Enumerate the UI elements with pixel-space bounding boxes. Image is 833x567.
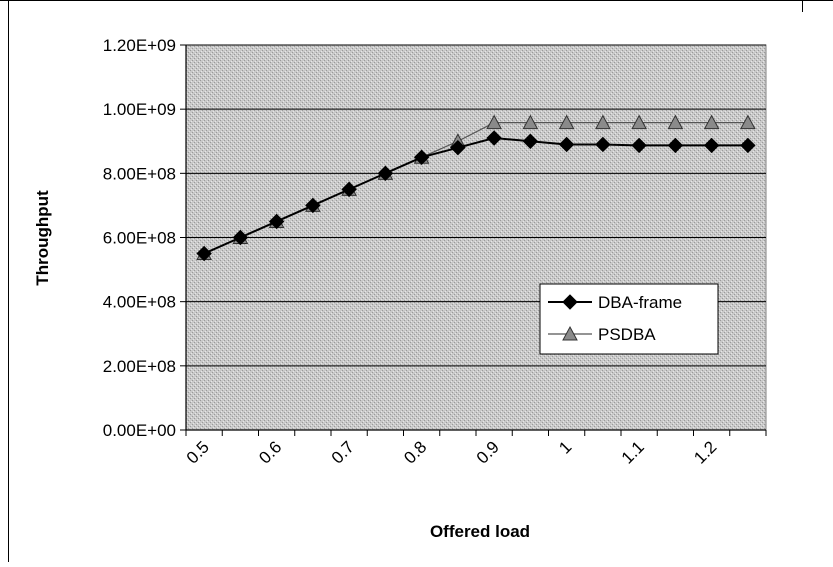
y-tick-label: 4.00E+08 bbox=[103, 293, 176, 312]
diamond-marker bbox=[740, 137, 756, 154]
x-tick-label: 0.8 bbox=[400, 437, 430, 467]
diamond-marker bbox=[377, 165, 394, 182]
diamond-marker bbox=[703, 137, 720, 154]
diamond-marker bbox=[413, 149, 430, 165]
triangle-marker bbox=[740, 114, 756, 130]
legend-label: DBA-frame bbox=[598, 293, 682, 312]
x-tick-label: 1.2 bbox=[690, 437, 720, 467]
y-tick-label: 8.00E+08 bbox=[103, 164, 176, 183]
diamond-marker bbox=[341, 181, 357, 198]
y-tick-label: 0.00E+00 bbox=[103, 421, 176, 440]
gridlines bbox=[186, 44, 766, 367]
diamond-marker bbox=[450, 139, 466, 156]
x-tick-label: 1 bbox=[555, 437, 575, 457]
triangle-marker bbox=[703, 114, 720, 130]
diamond-marker bbox=[522, 133, 539, 149]
triangle-marker bbox=[486, 114, 502, 130]
legend-label: PSDBA bbox=[598, 325, 656, 344]
triangle-marker bbox=[558, 114, 575, 130]
x-tick-label: 0.5 bbox=[183, 437, 213, 467]
y-tick-label: 6.00E+08 bbox=[103, 229, 176, 248]
y-tick-label: 1.00E+09 bbox=[103, 100, 176, 119]
triangle-marker bbox=[522, 114, 539, 130]
triangle-marker bbox=[631, 114, 647, 130]
y-axis-label: Throughput bbox=[33, 190, 52, 286]
legend-marker bbox=[562, 294, 578, 310]
x-axis-label: Offered load bbox=[430, 522, 530, 541]
diamond-marker bbox=[232, 229, 249, 246]
diamond-marker bbox=[486, 130, 502, 146]
diamond-marker bbox=[595, 136, 611, 153]
diamond-marker bbox=[268, 213, 285, 230]
series-dba-frame bbox=[196, 130, 756, 262]
series-layer bbox=[196, 114, 756, 262]
y-tick-label: 2.00E+08 bbox=[103, 357, 176, 376]
triangle-marker bbox=[595, 114, 611, 130]
x-tick-label: 0.7 bbox=[328, 437, 358, 467]
x-tick-label: 0.6 bbox=[255, 437, 285, 467]
legend: DBA-frame PSDBA bbox=[539, 283, 719, 355]
diamond-marker bbox=[196, 245, 212, 262]
diamond-marker bbox=[667, 137, 684, 154]
x-tick-label: 0.9 bbox=[473, 437, 503, 467]
diamond-marker bbox=[558, 136, 575, 153]
diamond-marker bbox=[305, 197, 321, 214]
diamond-marker bbox=[631, 137, 647, 154]
series-line bbox=[203, 137, 748, 255]
triangle-marker bbox=[667, 114, 684, 130]
x-tick-label: 1.1 bbox=[618, 437, 648, 467]
y-tick-label: 1.20E+09 bbox=[103, 36, 176, 55]
legend-marker bbox=[562, 325, 578, 341]
